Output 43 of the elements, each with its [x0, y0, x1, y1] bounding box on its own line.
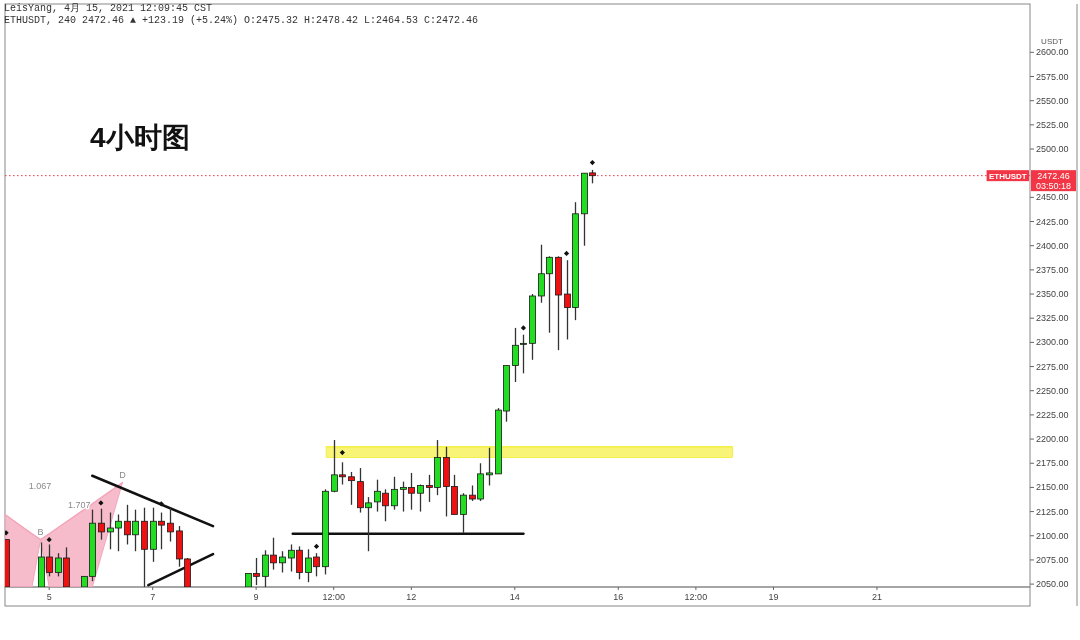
- y-tick-label: 2125.00: [1036, 506, 1069, 517]
- y-tick-label: 2050.00: [1036, 579, 1069, 590]
- x-tick-label: 9: [253, 592, 259, 602]
- y-tick-label: 2350.00: [1036, 289, 1069, 300]
- y-tick-label: 2225.00: [1036, 409, 1069, 420]
- y-tick-label: 2400.00: [1036, 240, 1069, 251]
- x-tick-label: 12:00: [322, 592, 345, 602]
- x-tick-label: 12:00: [684, 592, 708, 602]
- price-tag: 2472.46: [1037, 170, 1070, 181]
- y-tick-label: 2325.00: [1036, 313, 1069, 324]
- y-tick-label: 2525.00: [1036, 119, 1069, 130]
- annotation: 1.067: [28, 481, 52, 491]
- x-tick-label: 19: [768, 592, 779, 602]
- title: 4小时图: [90, 122, 190, 153]
- y-tick-label: 2300.00: [1036, 337, 1069, 348]
- y-tick-label: 2075.00: [1036, 554, 1069, 565]
- x-tick-label: 16: [613, 592, 624, 602]
- y-tick-label: 2250.00: [1036, 385, 1069, 396]
- header: ETHUSDT, 240 2472.46 ▲ +123.19 (+5.24%) O:2475.32 H:2478.42 L:2464.53 C:2472.46: [4, 15, 479, 26]
- y-tick-label: 2550.00: [1036, 95, 1069, 106]
- x-tick-label: 5: [46, 592, 52, 602]
- header: LeisYang, 4月 15, 2021 12:09:45 CST: [4, 3, 213, 14]
- y-tick-label: 2375.00: [1036, 264, 1069, 275]
- y-tick-label: 2575.00: [1036, 71, 1069, 82]
- y-tick-label: 2200.00: [1036, 434, 1069, 445]
- annotation: D: [119, 469, 126, 480]
- annotation: 1.707: [68, 499, 91, 510]
- y-tick-label: 2175.00: [1036, 458, 1069, 469]
- y-tick-label: 2275.00: [1036, 361, 1069, 372]
- ref-line-label: ETHUSDT: [986, 170, 1029, 182]
- y-tick-label: 2450.00: [1036, 192, 1069, 203]
- price-tag: 03:50:18: [1036, 180, 1071, 191]
- y-tick-label: 2150.00: [1036, 482, 1069, 493]
- y-tick-label: 2600.00: [1036, 47, 1069, 58]
- y-axis-title: USDT: [1041, 37, 1063, 47]
- x-tick-label: 14: [509, 592, 520, 602]
- x-tick-label: 21: [871, 592, 882, 602]
- x-tick-label: 12: [406, 592, 417, 602]
- y-tick-label: 2425.00: [1036, 216, 1069, 227]
- y-tick-label: 2500.00: [1036, 144, 1069, 154]
- y-tick-label: 2100.00: [1036, 530, 1069, 541]
- annotation: B: [37, 526, 44, 537]
- x-tick-label: 7: [150, 592, 156, 602]
